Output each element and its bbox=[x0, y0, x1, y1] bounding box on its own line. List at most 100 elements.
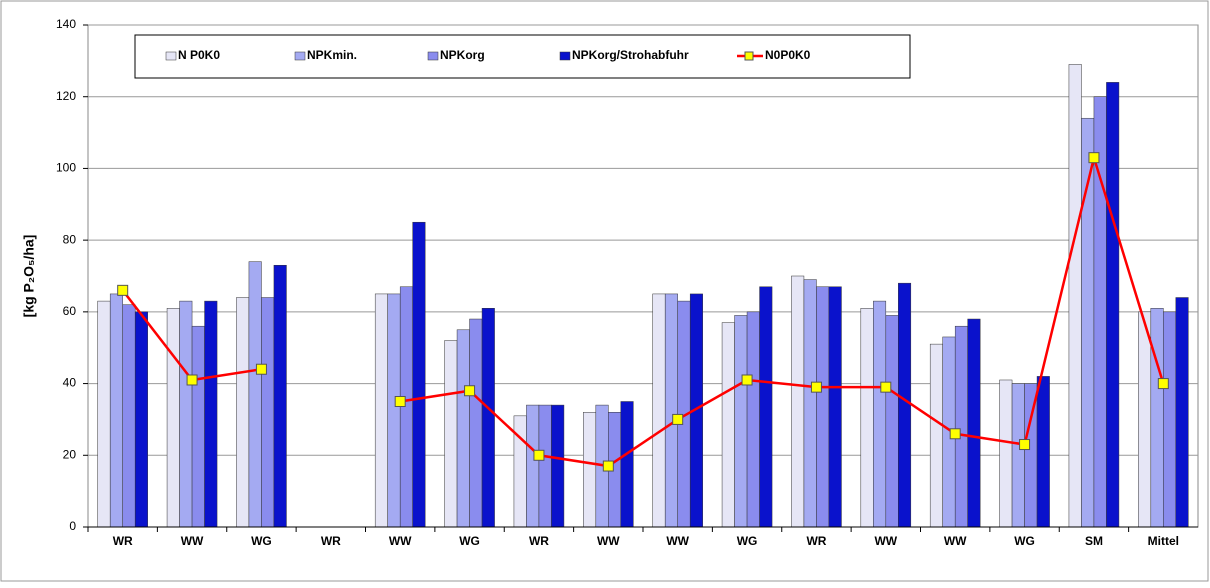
legend-label: N0P0K0 bbox=[765, 48, 811, 62]
marker bbox=[602, 460, 614, 472]
bar bbox=[803, 279, 817, 528]
x-tick-label: WR bbox=[529, 534, 549, 548]
bar bbox=[860, 308, 874, 528]
bar bbox=[236, 297, 250, 528]
bar bbox=[412, 221, 426, 528]
bar bbox=[166, 308, 180, 528]
y-tick-label: 20 bbox=[63, 447, 77, 461]
legend bbox=[134, 34, 911, 79]
bar bbox=[1011, 383, 1025, 528]
x-tick-label: WR bbox=[806, 534, 826, 548]
bar bbox=[273, 264, 287, 528]
bar bbox=[885, 315, 899, 528]
bar bbox=[469, 318, 483, 528]
x-tick-label: WR bbox=[321, 534, 341, 548]
bar bbox=[734, 315, 748, 528]
bar bbox=[134, 311, 148, 528]
y-tick-label: 140 bbox=[56, 17, 76, 31]
marker bbox=[533, 449, 545, 461]
marker bbox=[949, 428, 961, 440]
bar bbox=[261, 297, 275, 528]
x-tick-label: WG bbox=[1014, 534, 1035, 548]
y-tick-label: 0 bbox=[69, 519, 76, 533]
legend-swatch bbox=[559, 51, 571, 61]
line bbox=[399, 152, 1165, 468]
marker bbox=[810, 381, 822, 393]
x-tick-label: Mittel bbox=[1148, 534, 1179, 548]
marker bbox=[1157, 378, 1169, 390]
bar bbox=[122, 304, 136, 528]
marker bbox=[741, 374, 753, 386]
bar bbox=[444, 340, 458, 528]
bar bbox=[1163, 311, 1177, 528]
marker bbox=[1019, 439, 1031, 451]
legend-swatch bbox=[294, 51, 306, 61]
bar bbox=[97, 300, 111, 528]
bar bbox=[374, 293, 388, 528]
bar bbox=[873, 300, 887, 528]
bar bbox=[721, 322, 735, 528]
x-tick-label: WW bbox=[666, 534, 689, 548]
bar bbox=[999, 379, 1013, 528]
bar bbox=[1036, 376, 1050, 528]
marker bbox=[117, 284, 129, 296]
bar bbox=[456, 329, 470, 528]
bar bbox=[387, 293, 401, 528]
bar bbox=[538, 404, 552, 528]
legend-swatch bbox=[427, 51, 439, 61]
marker bbox=[1088, 152, 1100, 164]
marker bbox=[464, 385, 476, 397]
y-tick-label: 100 bbox=[56, 161, 76, 175]
bar bbox=[179, 300, 193, 528]
legend-label: N P0K0 bbox=[178, 48, 220, 62]
bar bbox=[551, 404, 565, 528]
bar bbox=[967, 318, 981, 528]
bar bbox=[746, 311, 760, 528]
x-tick-label: WW bbox=[389, 534, 412, 548]
x-tick-label: SM bbox=[1085, 534, 1103, 548]
bar bbox=[248, 261, 262, 528]
marker bbox=[394, 396, 406, 407]
bar bbox=[526, 404, 540, 528]
bar bbox=[481, 308, 495, 528]
y-tick-label: 120 bbox=[56, 89, 76, 103]
bar bbox=[664, 293, 678, 528]
x-tick-label: WR bbox=[113, 534, 133, 548]
x-tick-label: WG bbox=[737, 534, 758, 548]
marker bbox=[880, 381, 892, 393]
bar bbox=[898, 282, 912, 528]
x-tick-label: WW bbox=[944, 534, 967, 548]
bar bbox=[620, 401, 634, 528]
bar bbox=[759, 286, 773, 528]
bar bbox=[1138, 311, 1152, 528]
bar bbox=[1150, 308, 1164, 528]
y-tick-label: 60 bbox=[63, 304, 77, 318]
bar bbox=[191, 325, 205, 528]
x-tick-label: WW bbox=[181, 534, 204, 548]
x-tick-label: WG bbox=[459, 534, 480, 548]
bar bbox=[828, 286, 842, 528]
marker bbox=[255, 363, 267, 375]
bar bbox=[1175, 297, 1189, 528]
x-tick-label: WW bbox=[597, 534, 620, 548]
x-tick-label: WG bbox=[251, 534, 272, 548]
legend-label: NPKmin. bbox=[307, 48, 357, 62]
x-tick-label: WW bbox=[874, 534, 897, 548]
bar bbox=[954, 325, 968, 528]
bar bbox=[1068, 64, 1082, 528]
bar bbox=[109, 293, 123, 528]
bar bbox=[652, 293, 666, 528]
bar bbox=[791, 275, 805, 528]
marker bbox=[186, 374, 198, 386]
y-axis-label: [kg P₂O₅/ha] bbox=[21, 235, 37, 318]
bar bbox=[816, 286, 830, 528]
legend-marker bbox=[744, 51, 754, 61]
legend-swatch bbox=[165, 51, 177, 61]
bar bbox=[1106, 82, 1120, 528]
legend-label: NPKorg bbox=[440, 48, 485, 62]
bar bbox=[929, 343, 943, 528]
y-tick-label: 80 bbox=[63, 232, 77, 246]
legend-label: NPKorg/Strohabfuhr bbox=[572, 48, 689, 62]
bar bbox=[583, 412, 597, 528]
